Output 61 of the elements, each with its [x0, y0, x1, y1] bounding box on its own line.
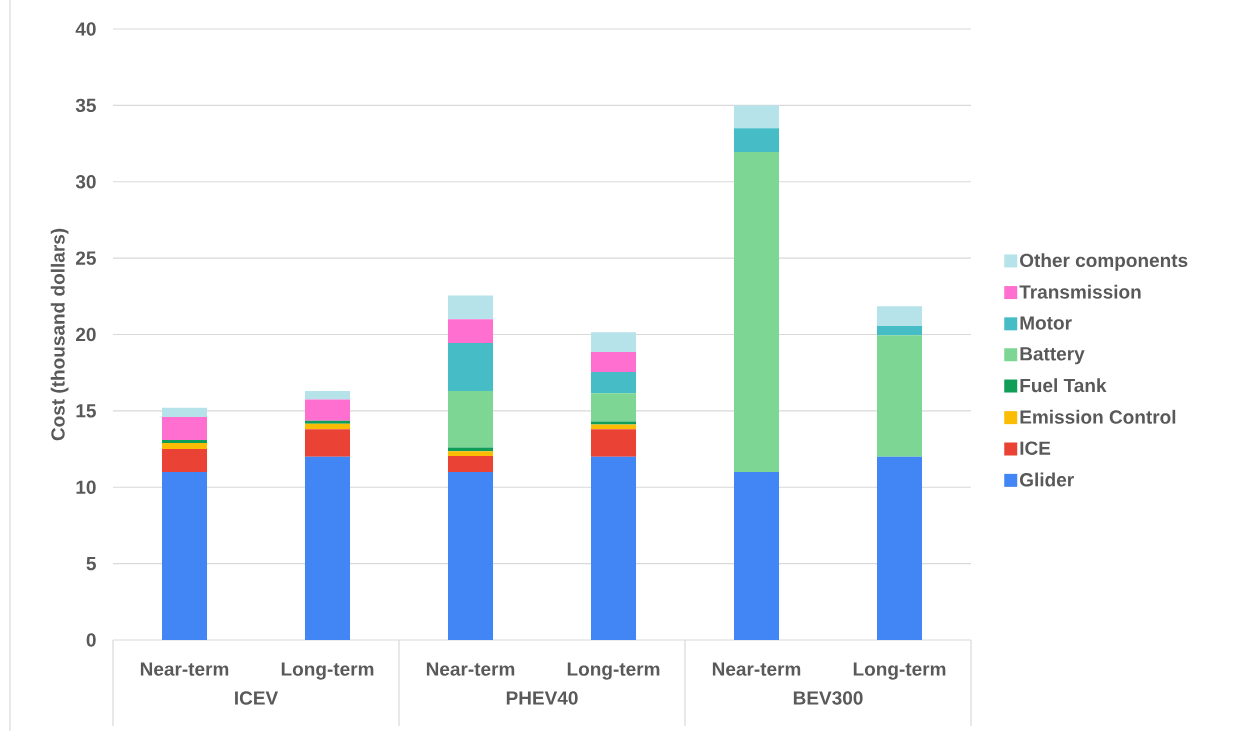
y-tick-label: 15 [76, 404, 96, 418]
bar [304, 423, 351, 430]
bar [304, 456, 351, 640]
bar [876, 335, 923, 457]
x-tick-label: Long-term [281, 662, 374, 680]
legend-label: Motor [1020, 316, 1072, 330]
bar [304, 429, 351, 457]
bar [304, 399, 351, 421]
bar [161, 439, 208, 443]
bar [447, 295, 494, 320]
bar [304, 391, 351, 400]
legend-label: ICE [1020, 441, 1051, 455]
bar [590, 332, 637, 353]
bar [876, 456, 923, 640]
text: ICEV [235, 691, 279, 705]
legend-label: Transmission [1019, 284, 1141, 299]
y-tick-label: 10 [76, 480, 96, 494]
bar [447, 319, 494, 343]
bar [733, 105, 780, 129]
bar [447, 451, 494, 456]
bar [590, 421, 637, 425]
legend-label: Glider [1020, 472, 1074, 487]
bar [447, 342, 494, 392]
y-tick-label: 0 [86, 633, 96, 647]
bar [304, 420, 351, 424]
y-tick-label: 30 [75, 175, 96, 189]
bar [876, 326, 923, 336]
legend-label: Other components [1020, 253, 1188, 271]
text: PHEV40 [506, 691, 578, 705]
bar [161, 416, 208, 440]
bar [447, 455, 494, 472]
y-tick-label: 25 [75, 251, 96, 265]
bar [447, 471, 494, 640]
x-tick-label: Near-term [140, 662, 229, 676]
y-axis-title: Cost (thousand dollars) [50, 228, 69, 441]
y-tick-label: 40 [75, 22, 96, 36]
bar [590, 393, 637, 422]
bar [161, 442, 208, 450]
bar [447, 391, 494, 448]
bar [161, 471, 208, 640]
x-tick-label: Near-term [712, 662, 801, 676]
bar [876, 306, 923, 327]
bar [733, 151, 780, 472]
bar [590, 456, 637, 640]
y-tick-label: 5 [86, 557, 96, 571]
legend-label: Emission Control [1020, 409, 1176, 424]
legend-label: Fuel Tank [1020, 378, 1107, 393]
legend-label: Battery [1020, 347, 1085, 365]
x-tick-label: Long-term [567, 662, 660, 680]
bar [161, 449, 208, 472]
bar [590, 352, 637, 372]
bar [733, 471, 780, 640]
bar [733, 128, 780, 152]
x-tick-label: Long-term [853, 662, 946, 680]
x-tick-label: Near-term [426, 662, 515, 676]
bar [590, 429, 637, 457]
y-tick-label: 20 [75, 327, 96, 342]
bar [590, 371, 637, 394]
y-tick-label: 35 [75, 98, 96, 113]
bar [161, 407, 208, 417]
text: BEV300 [793, 691, 863, 705]
